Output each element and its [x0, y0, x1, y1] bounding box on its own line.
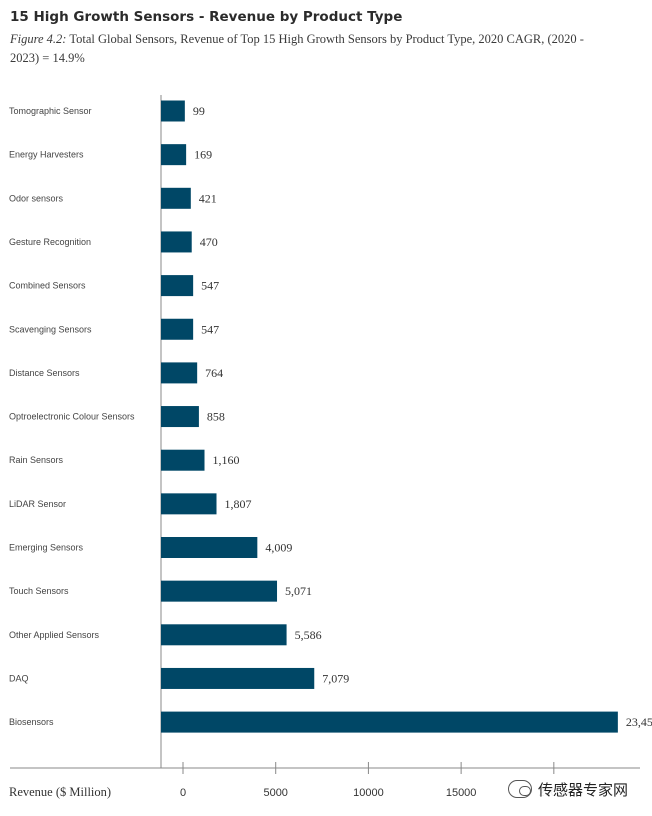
data-label: 547 — [201, 322, 219, 336]
x-tick-label: 0 — [180, 787, 186, 799]
bar — [161, 144, 187, 166]
x-tick-label: 15000 — [446, 787, 477, 799]
category-label: Gesture Recognition — [9, 237, 91, 247]
watermark-text: 传感器专家网 — [538, 780, 629, 799]
category-label: LiDAR Sensor — [9, 499, 66, 509]
data-label: 5,071 — [285, 584, 312, 598]
bar — [161, 624, 287, 646]
category-label: DAQ — [9, 673, 29, 683]
watermark: 传感器专家网 — [508, 777, 644, 801]
bar — [161, 493, 217, 515]
category-label: Tomographic Sensor — [9, 106, 92, 116]
data-label: 421 — [199, 191, 217, 205]
category-label: Other Applied Sensors — [9, 630, 100, 640]
data-label: 547 — [201, 279, 219, 293]
data-label: 7,079 — [322, 671, 349, 685]
bar — [161, 275, 194, 297]
bar — [161, 362, 198, 384]
data-label: 169 — [194, 148, 212, 162]
data-label: 23,453 — [626, 715, 652, 729]
category-label: Biosensors — [9, 717, 54, 727]
category-label: Scavenging Sensors — [9, 324, 92, 334]
bar — [161, 100, 185, 122]
category-label: Odor sensors — [9, 193, 64, 203]
data-label: 5,586 — [295, 628, 322, 642]
bar — [161, 537, 258, 558]
x-tick-label: 10000 — [353, 787, 384, 799]
chart-title: 15 High Growth Sensors - Revenue by Prod… — [10, 9, 403, 25]
bar — [161, 318, 194, 340]
subtitle-text: Total Global Sensors, Revenue of Top 15 … — [10, 32, 584, 65]
chart-subtitle: Figure 4.2: Total Global Sensors, Revenu… — [10, 30, 610, 68]
x-axis-title: Revenue ($ Million) — [9, 785, 111, 799]
category-label: Emerging Sensors — [9, 543, 84, 553]
category-label: Rain Sensors — [9, 455, 64, 465]
figure-number: Figure 4.2: — [10, 32, 67, 46]
x-tick-label: 5000 — [263, 787, 287, 799]
bar — [161, 667, 315, 689]
data-label: 1,807 — [225, 497, 252, 511]
bar — [161, 711, 618, 733]
data-label: 764 — [205, 366, 223, 380]
data-label: 470 — [200, 235, 218, 249]
bar — [161, 580, 278, 602]
chat-bubble-icon — [508, 780, 532, 798]
bar — [161, 231, 192, 253]
data-label: 99 — [193, 104, 205, 118]
category-label: Combined Sensors — [9, 281, 86, 291]
data-label: 858 — [207, 410, 225, 424]
bar — [161, 187, 191, 209]
category-label: Distance Sensors — [9, 368, 80, 378]
category-label: Energy Harvesters — [9, 150, 84, 160]
bar — [161, 406, 199, 428]
data-label: 1,160 — [213, 453, 240, 467]
data-label: 4,009 — [265, 541, 292, 555]
category-label: Touch Sensors — [9, 586, 69, 596]
bar — [161, 449, 205, 471]
category-label: Optroelectronic Colour Sensors — [9, 412, 135, 422]
